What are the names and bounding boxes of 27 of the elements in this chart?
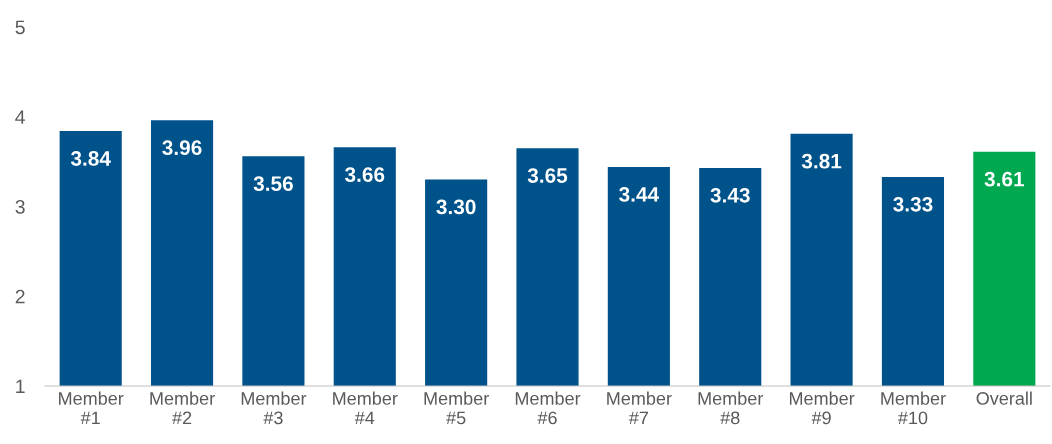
data-label: 3.44 <box>619 187 660 202</box>
data-label: 3.81 <box>801 153 842 169</box>
x-tick-label: Overall <box>976 391 1032 405</box>
x-tick-label: Member #4 <box>333 391 398 425</box>
x-tick-label: Member #10 <box>881 391 946 425</box>
data-label: 3.43 <box>710 187 750 203</box>
data-label: 3.61 <box>984 171 1025 187</box>
x-tick-label: Member #2 <box>150 391 215 425</box>
data-label: 3.30 <box>436 199 476 215</box>
data-label: 3.96 <box>162 140 202 156</box>
data-label: 3.56 <box>253 176 293 192</box>
x-tick-label: Member #9 <box>789 391 855 425</box>
x-tick-label: Member #7 <box>607 391 672 425</box>
data-label: 3.65 <box>527 168 568 183</box>
x-tick-label: Member #1 <box>59 391 124 425</box>
y-tick-label: 1 <box>16 379 25 394</box>
x-tick-label: Member #5 <box>424 391 489 425</box>
y-tick-label: 3 <box>15 199 25 214</box>
x-tick-label: Member #6 <box>515 391 581 425</box>
y-tick-label: 4 <box>15 110 25 124</box>
x-tick-label: Member #8 <box>698 391 764 425</box>
data-label: 3.84 <box>70 151 111 166</box>
y-tick-label: 5 <box>15 20 25 35</box>
y-tick-label: 2 <box>15 289 25 304</box>
data-label: 3.66 <box>344 167 385 183</box>
data-label: 3.33 <box>893 196 933 212</box>
x-tick-label: Member #3 <box>241 391 307 425</box>
